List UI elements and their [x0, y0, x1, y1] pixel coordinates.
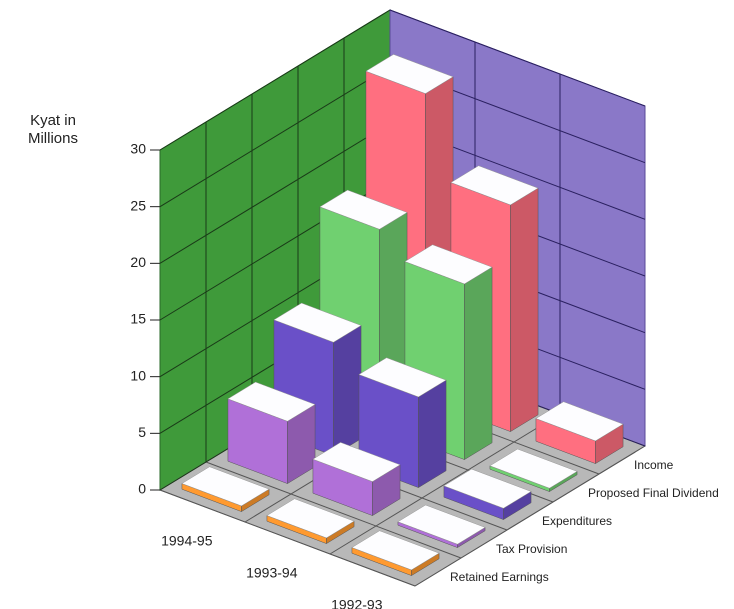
- grid-line: [159, 66, 391, 208]
- bar-top: [489, 448, 578, 489]
- bar: [181, 466, 270, 513]
- legend-label: Tax Provision: [496, 542, 567, 556]
- bar-top: [351, 530, 440, 571]
- y-tick-label: 5: [138, 424, 146, 440]
- bar-top: [227, 381, 316, 422]
- y-tick-label: 0: [138, 481, 146, 497]
- y-tick-label: 15: [130, 311, 146, 327]
- legend-label: Retained Earnings: [450, 570, 549, 584]
- bar-top: [443, 468, 532, 509]
- legend-label: Proposed Final Dividend: [588, 486, 719, 500]
- bar: [351, 530, 440, 577]
- bar-top: [266, 498, 355, 539]
- floor-line: [205, 461, 462, 559]
- bar-top: [365, 54, 454, 94]
- x-tick-label: 1992-93: [331, 597, 383, 609]
- grid-line: [159, 9, 391, 151]
- bar: [266, 498, 355, 545]
- bar-top: [450, 165, 539, 206]
- bar: [312, 442, 401, 517]
- bar-side: [418, 379, 447, 489]
- floor-line: [159, 489, 416, 587]
- bar: [535, 401, 624, 465]
- bar-top: [358, 357, 447, 398]
- bar: [227, 381, 316, 485]
- bar-side: [464, 266, 493, 461]
- x-tick-label: 1993-94: [246, 565, 298, 581]
- x-tick-label: 1994-95: [161, 533, 213, 549]
- bar-top: [319, 189, 408, 230]
- y-tick-label: 25: [130, 197, 146, 213]
- grid-line: [159, 122, 391, 264]
- legend-label: Expenditures: [542, 514, 612, 528]
- grid-line: [389, 9, 646, 107]
- bar: [397, 504, 486, 549]
- y-tick-label: 30: [130, 141, 146, 157]
- floor-line: [329, 413, 561, 555]
- y-axis-label: Kyat in Millions: [27, 112, 78, 147]
- bar-top: [535, 401, 624, 442]
- y-tick-label: 20: [130, 254, 146, 270]
- floor-line: [414, 445, 646, 587]
- bar-side: [333, 325, 362, 457]
- bar-top: [181, 466, 270, 507]
- bar-top: [404, 244, 493, 285]
- bar-top: [273, 302, 362, 343]
- bar-side: [510, 187, 539, 433]
- bar-top: [397, 504, 486, 545]
- bar: [443, 468, 532, 521]
- bar-top: [312, 442, 401, 482]
- legend-label: Income: [634, 458, 674, 472]
- y-tick-label: 10: [130, 367, 146, 383]
- bar: [489, 448, 578, 493]
